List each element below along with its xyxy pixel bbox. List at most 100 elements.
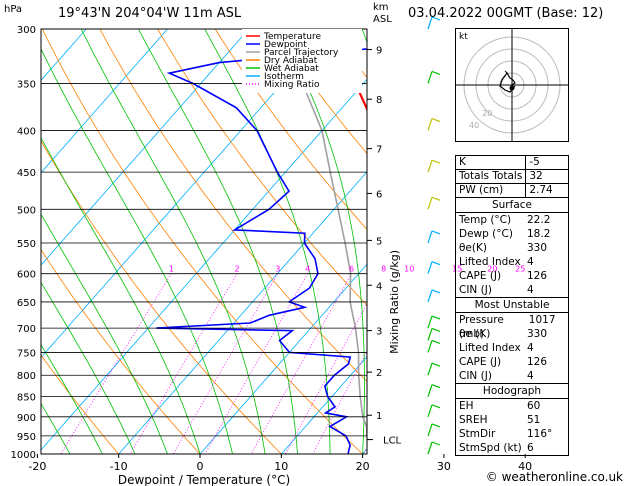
legend-item-label: Isotherm (264, 72, 304, 82)
pressure-tick-label: 750 (17, 348, 36, 359)
most-unstable-box: Pressure (mb) 1017 θe (K) 330 Lifted Index… (455, 313, 569, 384)
wind-barb (427, 340, 433, 353)
surface-row: θe(K) 330 (456, 241, 568, 255)
legend-item-label: Dry Adiabat (264, 56, 318, 66)
surface-header: Surface (455, 198, 569, 213)
mu-row: Lifted Index 4 (456, 341, 568, 355)
lcl-label: LCL (383, 436, 402, 447)
mixing-ratio-line (363, 446, 367, 454)
row-value: 6 (527, 442, 534, 454)
location-title: 19°43'N 204°04'W 11m ASL (58, 6, 242, 21)
wind-barb-flag (431, 70, 441, 75)
hodo-row: StmSpd (kt) 6 (456, 441, 568, 455)
wind-barb (427, 197, 433, 210)
mixing-ratio-line (60, 273, 172, 454)
pressure-unit-label: hPa (4, 4, 23, 15)
km-tick-label: 9 (376, 46, 382, 57)
hodograph-unit-label: kt (459, 32, 468, 42)
wind-barb-flag (431, 327, 441, 333)
mixing-ratio-label: 4 (305, 265, 310, 274)
row-value: 1017 (528, 314, 556, 326)
row-label: Temp (°C) (459, 214, 512, 226)
legend-item-label: Dewpoint (264, 40, 307, 50)
surface-box: Temp (°C) 22.2 Dewp (°C) 18.2 θe(K) 330 Lif… (455, 213, 569, 298)
hodo-row: EH 60 (456, 399, 568, 413)
pressure-tick-label: 1000 (11, 450, 36, 461)
wind-barb (427, 441, 433, 455)
wind-barb (427, 315, 433, 329)
row-label: SREH (459, 414, 488, 426)
dry-adiabat-line (41, 354, 120, 454)
pressure-tick-label: 450 (17, 168, 36, 179)
wind-barb-flag (431, 196, 441, 201)
x-axis-label: Dewpoint / Temperature (°C) (118, 473, 290, 486)
hodograph: kt 40 20 (455, 28, 569, 142)
wind-barb-flag (431, 117, 441, 123)
hodograph-trace (499, 71, 516, 93)
pressure-tick-label: 550 (17, 239, 36, 250)
mixing-ratio-label: 20 (487, 265, 497, 274)
wind-barb (427, 384, 433, 397)
mixing-ratio-label: 25 (515, 265, 525, 274)
mixing-ratio-label: 1 (169, 265, 174, 274)
km-tick-label: 2 (376, 368, 382, 379)
row-label: StmDir (459, 428, 496, 440)
row-value: 51 (527, 414, 541, 426)
legend-item-label: Temperature (263, 32, 321, 42)
row-value: 4 (527, 370, 534, 382)
wet-adiabat-line (428, 29, 455, 454)
row-value: 22.2 (527, 214, 551, 226)
row-label: CAPE (J) (459, 356, 502, 368)
hodo-row: StmDir 116° (456, 427, 568, 441)
hodograph-box: EH 60 SREH 51 StmDir 116° StmSpd (kt) 6 (455, 399, 569, 456)
hodo-row: SREH 51 (456, 413, 568, 427)
mixing-ratio-axis-label: Mixing Ratio (g/kg) (388, 250, 401, 354)
storm-motion-marker (509, 85, 515, 91)
wind-barb-flag (431, 315, 441, 320)
index-label: PW (cm) (454, 183, 527, 198)
pressure-tick-label: 500 (17, 205, 36, 216)
mixing-ratio-line (285, 303, 367, 454)
mixing-ratio-line (250, 273, 352, 454)
pressure-tick-label: 800 (17, 371, 36, 382)
row-label: Lifted Index (459, 342, 521, 354)
row-value: 18.2 (527, 228, 551, 240)
wind-barb-flag (431, 261, 441, 266)
temperature-tick-label: 30 (437, 460, 451, 473)
temperature-tick-label: -10 (110, 460, 128, 473)
most-unstable-header: Most Unstable (455, 298, 569, 313)
surface-row: Lifted Index 4 (456, 255, 568, 269)
row-value: 330 (527, 242, 548, 254)
mixing-ratio-label: 6 (349, 265, 354, 274)
index-row-k: K -5 (454, 155, 569, 170)
km-tick-label: 7 (376, 145, 382, 156)
hodograph-ring-label-20: 20 (482, 109, 492, 118)
wind-barb-flag (431, 159, 441, 164)
isotherm-line (281, 356, 367, 454)
legend-item-label: Parcel Trajectory (264, 48, 339, 58)
row-label: EH (459, 400, 474, 412)
dry-adiabat-line (561, 29, 629, 454)
temperature-tick-label: 20 (356, 460, 370, 473)
wind-barb (427, 363, 433, 376)
wind-barb-flag (431, 384, 441, 389)
footer-credit[interactable]: © weatheronline.co.uk (485, 470, 623, 484)
km-tick-label: 8 (376, 95, 382, 106)
temperature-tick-label: 40 (518, 460, 532, 473)
row-value: 116° (527, 428, 553, 440)
mixing-ratio-label: 2 (235, 265, 240, 274)
series-dewpoint (156, 48, 367, 454)
wind-barb-flag (431, 423, 441, 428)
mixing-ratio-label: 10 (404, 265, 414, 274)
legend-background (242, 29, 362, 93)
index-row-totals: Totals Totals 32 (454, 169, 569, 184)
row-label: CIN (J) (459, 284, 492, 296)
row-value: 4 (527, 256, 534, 268)
row-value: 4 (527, 284, 534, 296)
pressure-tick-label: 300 (17, 25, 36, 36)
wind-barb-flag (431, 289, 441, 294)
indices-panel: K -5 Totals Totals 32 PW (cm) 2.74 Surface … (454, 155, 569, 456)
datetime-label: 03.04.2022 00GMT (Base: 12) (408, 6, 604, 21)
wet-adiabat-line (41, 402, 71, 454)
